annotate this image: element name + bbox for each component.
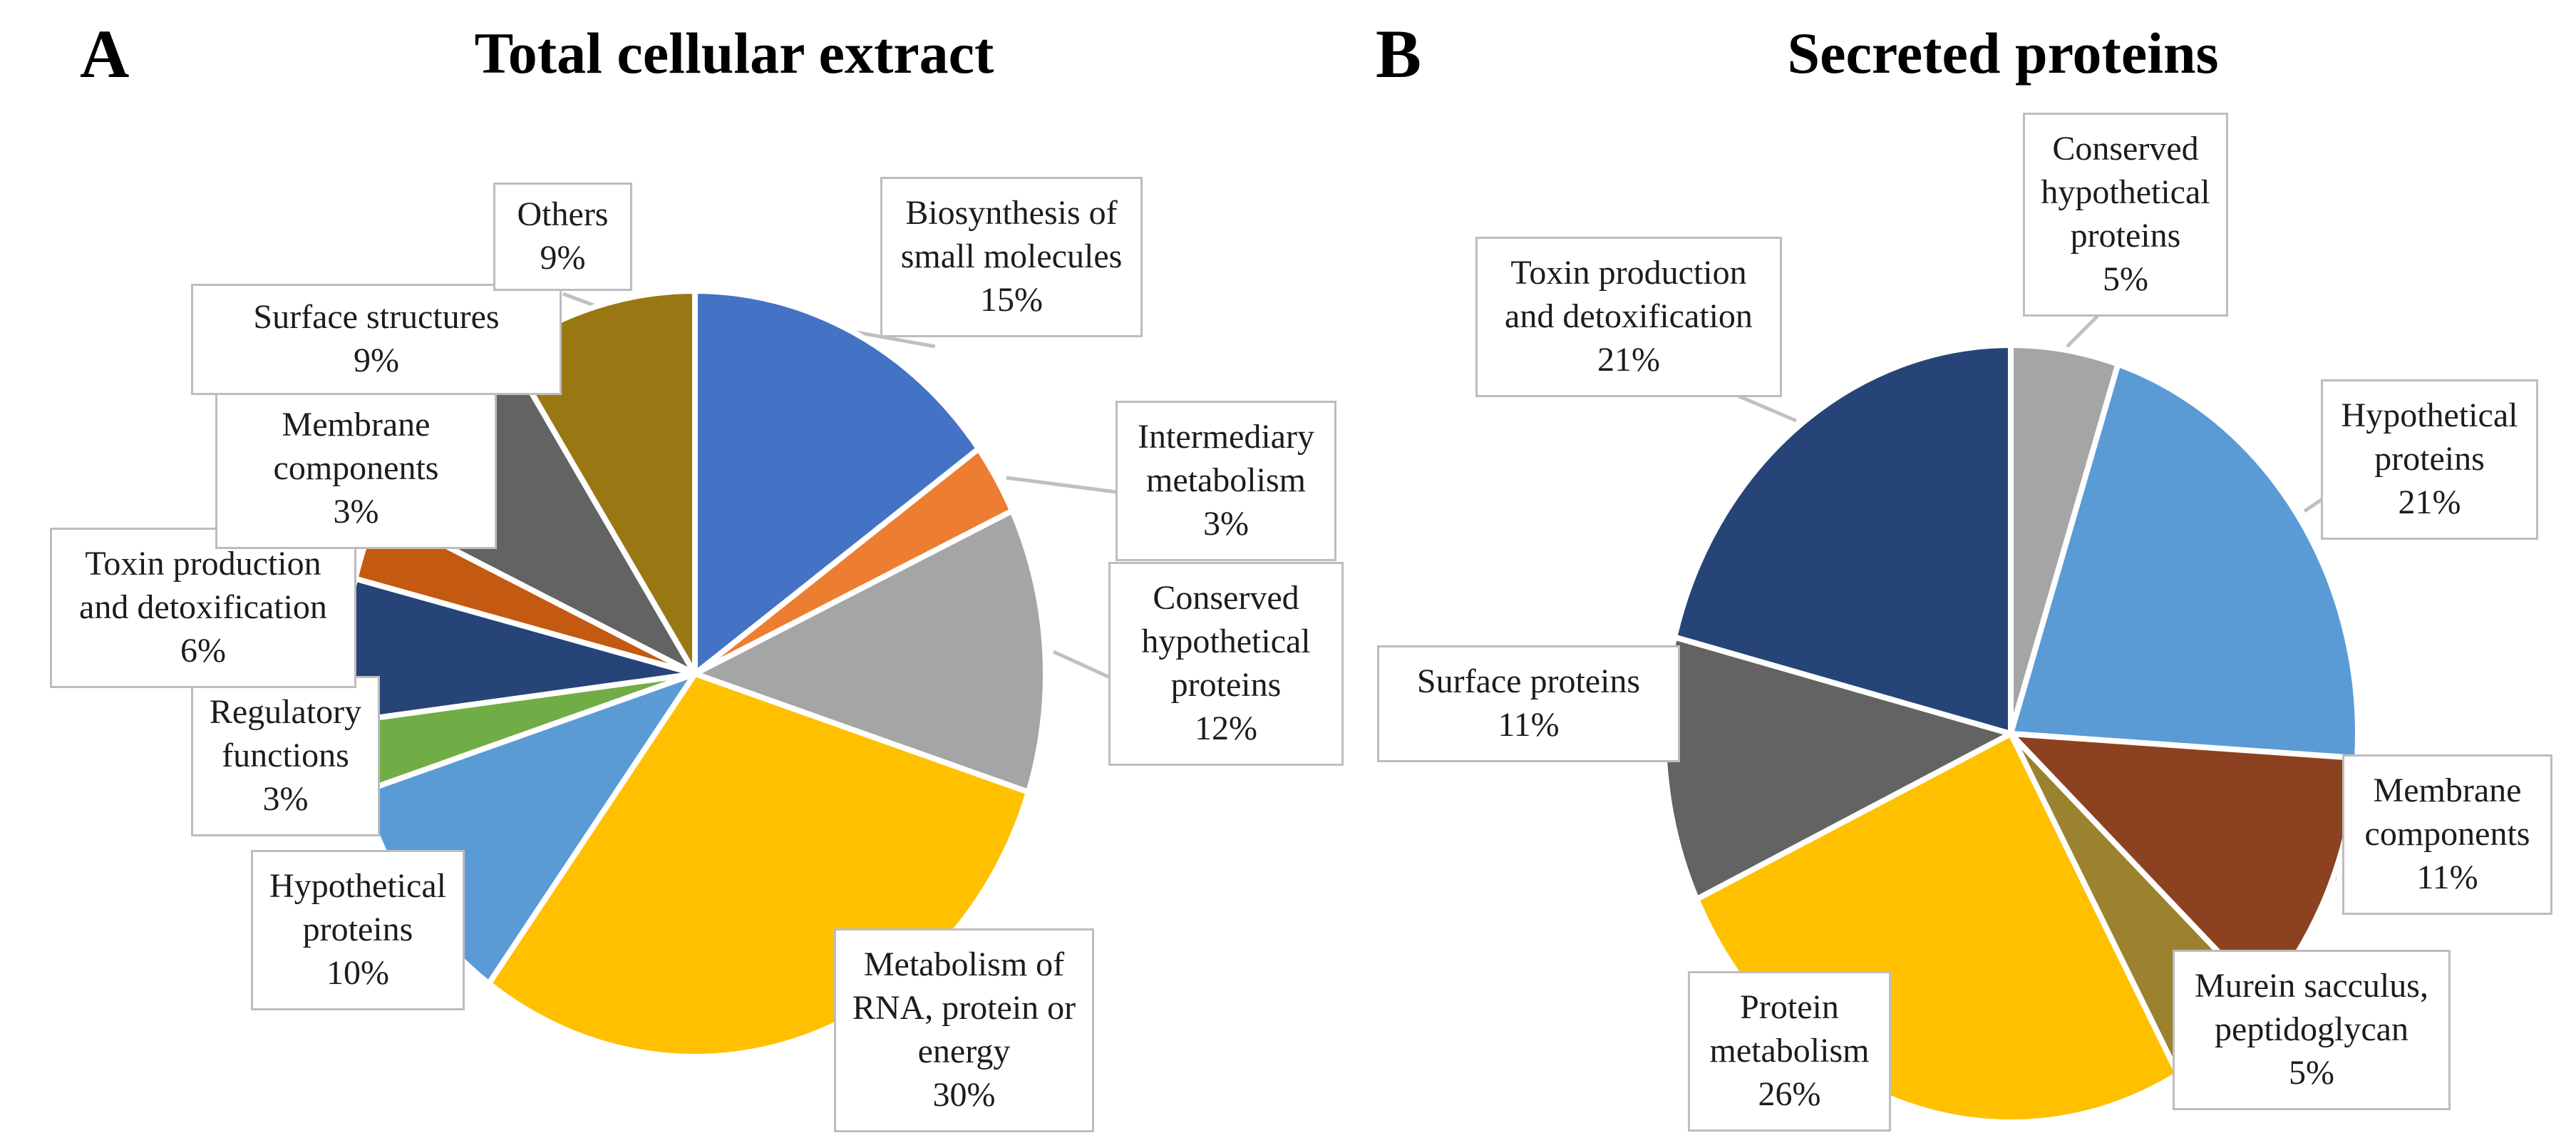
callout-others: Others 9%	[493, 183, 632, 291]
callout-conserved-hypothetical-b: Conserved hypothetical proteins 5%	[2023, 113, 2228, 317]
callout-label: Surface structures	[253, 298, 500, 336]
chart-title-a: Total cellular extract	[474, 21, 994, 86]
callout-pct: 11%	[2416, 858, 2478, 896]
callout-intermediary-metabolism: Intermediary metabolism 3%	[1116, 401, 1336, 561]
callout-hypothetical-proteins-b: Hypothetical proteins 21%	[2321, 379, 2538, 540]
panel-letter-a: A	[80, 16, 130, 92]
chart-title-b: Secreted proteins	[1787, 21, 2219, 86]
callout-pct: 30%	[932, 1075, 996, 1114]
callout-pct: 9%	[540, 238, 586, 277]
callout-pct: 9%	[354, 341, 399, 379]
callout-pct: 21%	[1597, 340, 1660, 379]
callout-pct: 3%	[262, 779, 309, 818]
pie-slice	[1671, 342, 2014, 737]
callout-label: Membrane components	[273, 406, 439, 487]
callout-pct: 26%	[1758, 1075, 1821, 1113]
callout-pct: 3%	[333, 492, 379, 531]
callout-label: Hypothetical proteins	[269, 867, 446, 948]
callout-surface-proteins: Surface proteins 11%	[1377, 645, 1680, 762]
callout-pct: 11%	[1498, 705, 1560, 744]
callout-label: Toxin production and detoxification	[79, 545, 327, 626]
callout-pct: 5%	[2289, 1053, 2334, 1092]
callout-regulatory-functions: Regulatory functions 3%	[191, 676, 380, 836]
callout-murein-sacculus: Murein sacculus, peptidoglycan 5%	[2173, 950, 2451, 1110]
callout-conserved-hypothetical-a: Conserved hypothetical proteins 12%	[1108, 562, 1344, 766]
callout-pct: 6%	[180, 631, 226, 670]
callout-pct: 21%	[2398, 483, 2461, 521]
callout-membrane-components-a: Membrane components 3%	[215, 389, 497, 549]
callout-label: Membrane components	[2364, 772, 2530, 853]
callout-label: Toxin production and detoxification	[1505, 254, 1753, 335]
callout-toxin-production-b: Toxin production and detoxification 21%	[1475, 237, 1782, 397]
panel-letter-b: B	[1376, 16, 1422, 92]
callout-label: Murein sacculus, peptidoglycan	[2195, 967, 2428, 1048]
callout-pct: 12%	[1195, 709, 1257, 747]
callout-membrane-components-b: Membrane components 11%	[2342, 754, 2552, 915]
callout-protein-metabolism: Protein metabolism 26%	[1688, 971, 1891, 1132]
callout-label: Surface proteins	[1416, 662, 1641, 700]
callout-label: Metabolism of RNA, protein or energy	[852, 945, 1076, 1070]
callout-metabolism-rna: Metabolism of RNA, protein or energy 30%	[834, 928, 1094, 1132]
callout-surface-structures: Surface structures 9%	[191, 284, 562, 395]
callout-label: Biosynthesis of small molecules	[900, 194, 1123, 275]
callout-pct: 5%	[2103, 260, 2148, 298]
callout-label: Hypothetical proteins	[2341, 396, 2518, 478]
callout-label: Others	[517, 195, 609, 233]
callout-biosynthesis-small-molecules: Biosynthesis of small molecules 15%	[880, 177, 1143, 337]
callout-label: Conserved hypothetical proteins	[2041, 130, 2210, 255]
callout-hypothetical-proteins-a: Hypothetical proteins 10%	[251, 850, 465, 1010]
leader-line	[1052, 650, 1111, 680]
callout-pct: 10%	[326, 953, 389, 992]
callout-pct: 3%	[1203, 504, 1249, 543]
pie-slice	[692, 288, 982, 677]
callout-label: Conserved hypothetical proteins	[1141, 579, 1311, 704]
callout-label: Regulatory functions	[209, 693, 362, 774]
callout-toxin-production-a: Toxin production and detoxification 6%	[50, 528, 356, 688]
pie-slice	[692, 508, 1049, 795]
callout-label: Intermediary metabolism	[1138, 418, 1314, 499]
callout-pct: 15%	[980, 280, 1043, 319]
pie-slice	[2008, 361, 2361, 762]
callout-label: Protein metabolism	[1709, 988, 1870, 1070]
